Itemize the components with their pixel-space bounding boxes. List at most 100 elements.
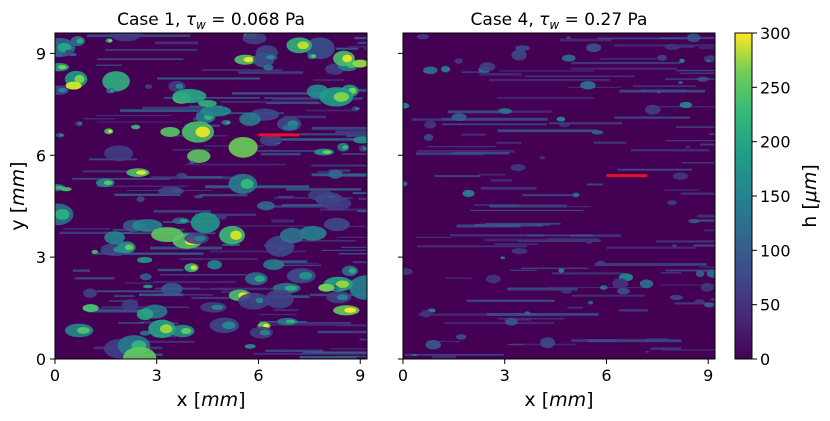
surface-feature-peak bbox=[240, 178, 254, 189]
surface-feature bbox=[194, 195, 204, 199]
surface-streak bbox=[172, 148, 210, 151]
surface-streak bbox=[473, 204, 518, 206]
surface-feature bbox=[454, 58, 464, 64]
surface-streak bbox=[317, 330, 367, 334]
surface-streak bbox=[160, 274, 247, 276]
surface-feature bbox=[580, 81, 596, 90]
surface-feature bbox=[696, 76, 709, 82]
surface-feature-peak bbox=[344, 307, 357, 313]
surface-feature-peak bbox=[222, 321, 236, 330]
surface-streak bbox=[157, 77, 260, 80]
surface-streak bbox=[352, 261, 367, 264]
surface-feature bbox=[139, 330, 151, 336]
surface-streak bbox=[594, 263, 707, 266]
surface-feature bbox=[187, 149, 211, 163]
surface-streak bbox=[704, 229, 715, 232]
surface-feature bbox=[500, 256, 506, 260]
surface-feature bbox=[137, 256, 153, 264]
surface-feature-peak bbox=[190, 161, 194, 164]
surface-streak bbox=[266, 102, 321, 105]
y-tick-label: 0 bbox=[36, 350, 46, 369]
panel-2-xlabel: x [mm] bbox=[524, 389, 593, 411]
surface-feature-peak bbox=[211, 304, 224, 310]
colorbar-tick-label: 300 bbox=[760, 24, 791, 43]
surface-streak bbox=[461, 133, 486, 136]
surface-streak bbox=[461, 71, 490, 73]
surface-feature bbox=[176, 172, 188, 179]
surface-feature bbox=[561, 289, 573, 294]
surface-feature bbox=[586, 241, 593, 244]
surface-streak bbox=[74, 277, 115, 280]
surface-feature bbox=[451, 113, 467, 122]
surface-streak bbox=[299, 133, 367, 136]
surface-feature bbox=[679, 101, 693, 109]
surface-streak bbox=[357, 210, 367, 213]
surface-streak bbox=[185, 163, 286, 166]
surface-streak bbox=[82, 170, 145, 173]
surface-streak bbox=[497, 317, 565, 320]
surface-feature bbox=[425, 339, 441, 350]
surface-streak bbox=[418, 313, 542, 316]
surface-feature bbox=[694, 299, 705, 305]
surface-streak bbox=[479, 72, 522, 76]
surface-streak bbox=[416, 149, 515, 153]
surface-feature bbox=[131, 124, 141, 130]
surface-feature bbox=[323, 217, 350, 232]
surface-streak bbox=[478, 173, 506, 176]
x-tick-label: 0 bbox=[398, 366, 408, 385]
surface-feature bbox=[403, 102, 410, 109]
surface-streak bbox=[83, 118, 116, 120]
surface-streak bbox=[484, 238, 601, 242]
surface-streak bbox=[274, 260, 308, 263]
surface-streak bbox=[559, 38, 612, 42]
surface-feature-peak bbox=[263, 323, 269, 328]
y-tick-label: 9 bbox=[36, 44, 46, 63]
surface-streak bbox=[444, 321, 554, 325]
surface-streak bbox=[97, 121, 182, 123]
surface-streak bbox=[618, 309, 648, 312]
surface-feature-peak bbox=[342, 54, 353, 63]
surface-feature bbox=[679, 58, 685, 63]
panel-2-title: Case 4, τw = 0.27 Pa bbox=[471, 10, 648, 32]
surface-streak bbox=[679, 72, 715, 74]
surface-feature bbox=[639, 279, 654, 289]
surface-feature bbox=[510, 163, 526, 172]
surface-streak bbox=[480, 186, 537, 190]
surface-feature bbox=[403, 181, 408, 187]
surface-feature-peak bbox=[259, 329, 271, 336]
colorbar-tick-label: 200 bbox=[760, 133, 791, 152]
surface-feature-peak bbox=[190, 265, 197, 270]
surface-streak bbox=[238, 71, 303, 74]
surface-feature bbox=[142, 284, 153, 289]
surface-feature bbox=[239, 112, 261, 126]
surface-streak bbox=[711, 297, 715, 301]
surface-streak bbox=[139, 321, 159, 324]
surface-feature bbox=[455, 334, 467, 340]
surface-feature bbox=[136, 308, 154, 321]
panel-1-y-ticks: 0 3 6 9 bbox=[36, 44, 55, 369]
surface-streak bbox=[97, 58, 184, 60]
panel-2-y-ticks bbox=[398, 52, 403, 360]
surface-feature bbox=[511, 49, 527, 61]
surface-feature-peak bbox=[109, 89, 115, 93]
surface-streak bbox=[507, 287, 578, 291]
surface-streak bbox=[352, 192, 367, 195]
surface-streak bbox=[313, 79, 344, 81]
surface-feature bbox=[424, 120, 437, 129]
surface-streak bbox=[693, 244, 715, 247]
surface-streak bbox=[196, 112, 284, 114]
surface-feature-peak bbox=[159, 324, 173, 334]
surface-streak bbox=[96, 115, 172, 117]
surface-feature-peak bbox=[355, 107, 359, 110]
surface-feature bbox=[160, 126, 180, 137]
surface-feature bbox=[104, 231, 125, 245]
colorbar: 0 50 100 150 200 250 300 h [μm] bbox=[734, 24, 821, 369]
surface-feature bbox=[684, 145, 691, 149]
surface-feature bbox=[139, 273, 152, 281]
surface-streak bbox=[59, 231, 133, 235]
surface-feature bbox=[151, 227, 184, 243]
surface-feature-peak bbox=[266, 55, 275, 60]
surface-streak bbox=[300, 352, 367, 355]
surface-streak bbox=[571, 294, 645, 297]
surface-streak bbox=[470, 209, 584, 212]
